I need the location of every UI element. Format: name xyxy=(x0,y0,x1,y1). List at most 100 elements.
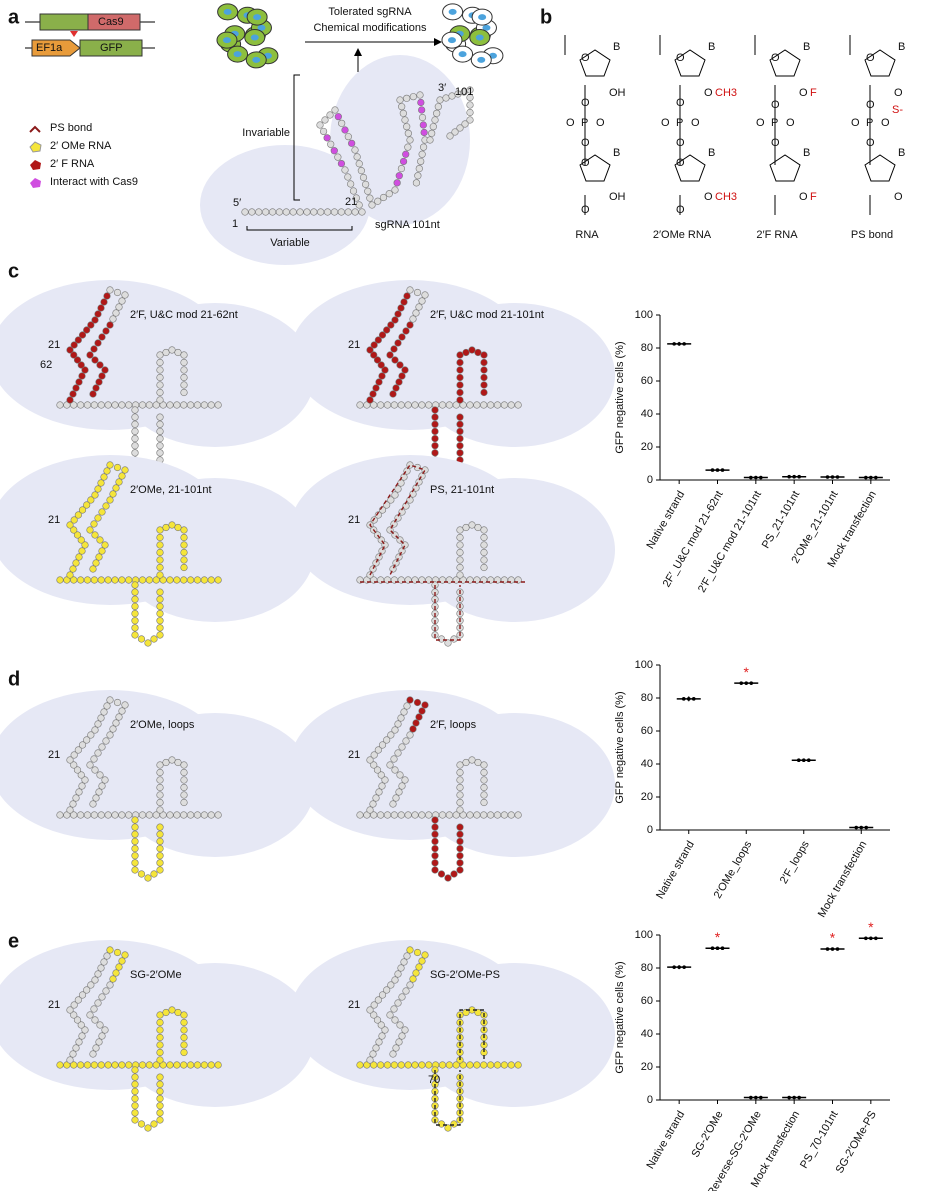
nucleotide xyxy=(69,390,77,398)
label: 40 xyxy=(641,408,653,420)
nucleotide xyxy=(156,761,164,769)
nucleotide xyxy=(466,101,474,109)
label: Chemical modifications xyxy=(313,22,427,34)
label: 21 xyxy=(345,196,357,208)
nucleotide xyxy=(156,823,164,831)
nucleotide xyxy=(456,768,464,777)
label: CH3 xyxy=(715,87,737,99)
nucleotide xyxy=(180,533,188,542)
nucleotide xyxy=(77,536,85,544)
nucleotide xyxy=(180,761,188,769)
nucleotide xyxy=(94,485,102,493)
blob xyxy=(200,145,370,265)
nucleotide xyxy=(156,859,164,867)
nucleotide xyxy=(200,401,208,409)
nucleotide xyxy=(70,351,78,359)
nucleotide xyxy=(451,128,459,136)
nucleotide xyxy=(398,333,406,341)
nucleotide xyxy=(156,563,164,572)
label: O xyxy=(691,117,700,129)
nucleotide xyxy=(156,381,164,389)
label: PS bond xyxy=(851,229,893,241)
label: 2′F, U&C mod 21-101nt xyxy=(430,309,544,321)
nucleotide xyxy=(131,609,139,618)
nucleotide xyxy=(78,506,87,514)
nucleotide xyxy=(150,1120,158,1128)
nucleotide xyxy=(445,811,453,819)
nucleotide xyxy=(156,351,164,359)
sgrna-diagram xyxy=(0,280,315,472)
nucleotide xyxy=(409,725,417,733)
nucleotide xyxy=(406,321,414,329)
nucleotide xyxy=(150,635,158,643)
nucleotide xyxy=(156,358,164,367)
dot xyxy=(797,1095,801,1100)
label: 21 xyxy=(48,339,60,351)
nucleotide xyxy=(375,1038,383,1046)
nucleotide xyxy=(419,121,427,129)
nucleotide xyxy=(187,811,195,819)
nucleotide xyxy=(121,701,129,709)
nucleus xyxy=(253,14,262,21)
label: 60 xyxy=(641,375,653,387)
nucleotide xyxy=(125,811,133,819)
nucleotide xyxy=(95,1038,103,1046)
nucleotide xyxy=(109,490,117,498)
nucleotide xyxy=(413,288,422,297)
nucleotide xyxy=(91,976,99,984)
nucleotide xyxy=(78,372,86,380)
nucleotide xyxy=(156,388,164,397)
nucleotide xyxy=(106,946,114,954)
nucleotide xyxy=(415,164,423,173)
nucleotide xyxy=(456,563,464,572)
nucleotide xyxy=(421,951,429,959)
nucleotide xyxy=(397,964,405,972)
blob xyxy=(115,303,315,447)
nucleotide xyxy=(378,372,386,380)
nucleotide xyxy=(383,986,391,994)
nucleotide xyxy=(111,401,119,409)
nucleotide xyxy=(66,346,74,354)
nucleotide xyxy=(156,830,164,838)
nucleotide xyxy=(450,870,458,878)
nucleotide xyxy=(456,373,464,382)
nucleus xyxy=(478,14,487,21)
nucleotide xyxy=(156,442,164,450)
nucleotide xyxy=(415,963,423,971)
nucleotide xyxy=(145,811,153,819)
nucleotide xyxy=(438,401,447,409)
nucleotide xyxy=(355,160,363,168)
nucleotide xyxy=(507,401,515,409)
nucleotide xyxy=(101,541,109,549)
dot xyxy=(682,342,686,346)
nucleotide xyxy=(431,420,439,428)
dot xyxy=(710,468,715,472)
nucleotide xyxy=(156,420,164,428)
nucleotide xyxy=(97,479,105,487)
label: O xyxy=(799,191,808,203)
nucleotide xyxy=(275,208,284,216)
nucleotide xyxy=(398,103,406,111)
nucleotide xyxy=(73,356,82,364)
nucleotide xyxy=(102,987,110,995)
nucleotide xyxy=(456,427,464,436)
nucleotide xyxy=(106,321,114,329)
nucleotide xyxy=(462,523,470,532)
nucleotide xyxy=(402,737,410,745)
nucleotide xyxy=(474,523,482,532)
nucleotide xyxy=(69,565,77,573)
nucleotide xyxy=(125,576,133,584)
nucleotide xyxy=(207,811,215,819)
nucleotide xyxy=(200,576,208,584)
label: 20 xyxy=(641,1061,653,1073)
nucleotide xyxy=(480,381,488,389)
nucleotide xyxy=(168,521,176,529)
nucleotide xyxy=(83,1061,92,1069)
nucleotide xyxy=(356,811,364,819)
sgrna-diagram xyxy=(290,455,615,647)
nucleotide xyxy=(487,1061,495,1069)
nucleotide xyxy=(174,758,182,767)
nucleotide xyxy=(403,702,411,710)
nucleotide xyxy=(113,948,122,957)
nucleotide xyxy=(431,859,439,867)
